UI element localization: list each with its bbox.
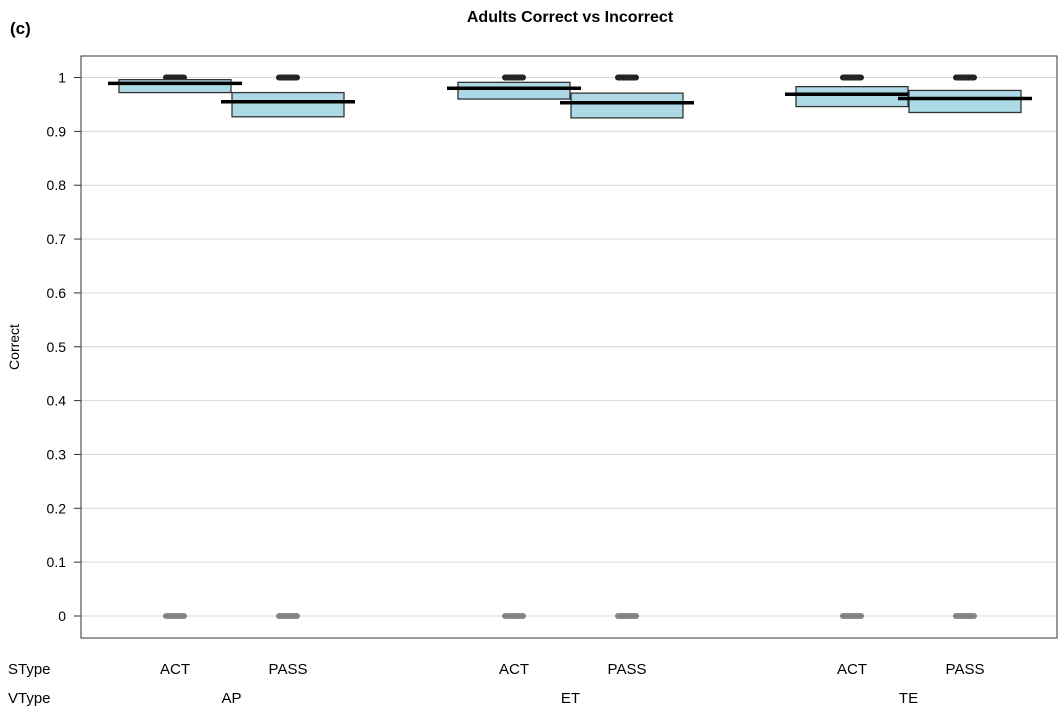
y-tick-label: 0.1 xyxy=(47,554,67,570)
ci-band xyxy=(795,86,909,108)
y-tick-label: 0.6 xyxy=(47,285,67,301)
ci-band xyxy=(118,79,232,94)
vtype-label: AP xyxy=(221,690,241,707)
ci-band xyxy=(570,92,684,119)
plot-frame xyxy=(80,55,1058,639)
raw-points xyxy=(163,74,977,619)
ci-band xyxy=(231,91,345,118)
y-tick-label: 0.7 xyxy=(47,231,67,247)
ci-band xyxy=(908,89,1022,114)
vtype-factor-label: VType xyxy=(8,690,51,707)
chart-title: Adults Correct vs Incorrect xyxy=(467,9,674,26)
x-axis-labels: ACT PASS AP ACT PASS ET ACT PASS TE xyxy=(160,661,984,707)
y-axis-label: Correct xyxy=(6,324,22,370)
vtype-label: TE xyxy=(899,690,918,707)
stype-label: ACT xyxy=(160,661,190,678)
y-tick-label: 0.4 xyxy=(47,393,67,409)
ci-band xyxy=(457,81,571,100)
grid xyxy=(81,77,1057,617)
y-tick-label: 0 xyxy=(58,608,66,624)
y-tick-label: 0.2 xyxy=(47,500,67,516)
y-tick-label: 0.8 xyxy=(47,177,67,193)
y-tick-label: 0.3 xyxy=(47,446,67,462)
bars xyxy=(108,79,1032,119)
stype-label: PASS xyxy=(946,661,985,678)
vtype-label: ET xyxy=(561,690,580,707)
y-axis: 0 0.1 0.2 0.3 0.4 0.5 0.6 0.7 0.8 0.9 1 xyxy=(47,70,81,624)
stype-label: ACT xyxy=(499,661,529,678)
stype-label: PASS xyxy=(608,661,647,678)
y-tick-label: 0.5 xyxy=(47,339,67,355)
stype-factor-label: SType xyxy=(8,661,51,678)
stype-label: PASS xyxy=(269,661,308,678)
y-tick-label: 0.9 xyxy=(47,123,67,139)
stype-label: ACT xyxy=(837,661,867,678)
panel-label: (c) xyxy=(10,19,31,38)
y-tick-label: 1 xyxy=(58,70,66,86)
